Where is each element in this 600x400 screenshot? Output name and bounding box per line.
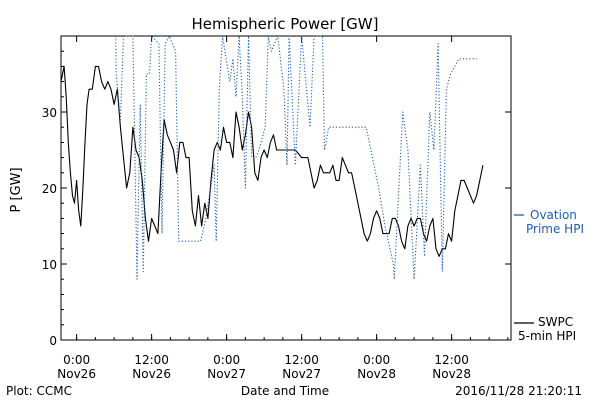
x-tick-label-time: 12:00: [284, 353, 319, 367]
y-tick-label: 10: [42, 258, 57, 272]
x-tick-label-date: Nov27: [282, 367, 321, 381]
x-tick-label-time: 12:00: [134, 353, 169, 367]
y-axis-ticks: 0 10 20 30: [42, 35, 511, 348]
series-lines: [60, 35, 484, 280]
swpc-hpi-line: [60, 65, 484, 257]
x-axis-ticks: 0:00Nov2612:00Nov260:00Nov2712:00Nov270:…: [57, 36, 509, 381]
y-axis-label: P [GW]: [9, 167, 24, 212]
x-tick-label-date: Nov28: [432, 367, 471, 381]
x-tick-label-date: Nov27: [207, 367, 246, 381]
x-tick-label-date: Nov26: [132, 367, 171, 381]
ovation-prime-hpi-line: [115, 35, 477, 280]
chart-title: Hemispheric Power [GW]: [192, 15, 379, 33]
y-tick-label: 30: [42, 106, 57, 120]
plot-frame: [60, 35, 512, 341]
plot-credit: Plot: CCMC: [6, 384, 72, 398]
legend-swpc-label-line2: 5-min HPI: [518, 329, 576, 343]
legend-ovation-label-line2: Prime HPI: [526, 222, 584, 236]
x-tick-label-time: 12:00: [434, 353, 469, 367]
x-tick-label-time: 0:00: [213, 353, 240, 367]
x-tick-label-date: Nov28: [357, 367, 396, 381]
legend-swpc-label-line1: SWPC: [538, 315, 573, 329]
legend-ovation-label-line1: Ovation: [530, 208, 577, 222]
x-tick-label-time: 0:00: [63, 353, 90, 367]
y-tick-label: 0: [49, 334, 57, 348]
y-tick-label: 20: [42, 182, 57, 196]
x-tick-label-time: 0:00: [363, 353, 390, 367]
x-axis-label: Date and Time: [241, 384, 329, 398]
plot-timestamp: 2016/11/28 21:20:11: [455, 384, 582, 398]
x-tick-label-date: Nov26: [57, 367, 96, 381]
